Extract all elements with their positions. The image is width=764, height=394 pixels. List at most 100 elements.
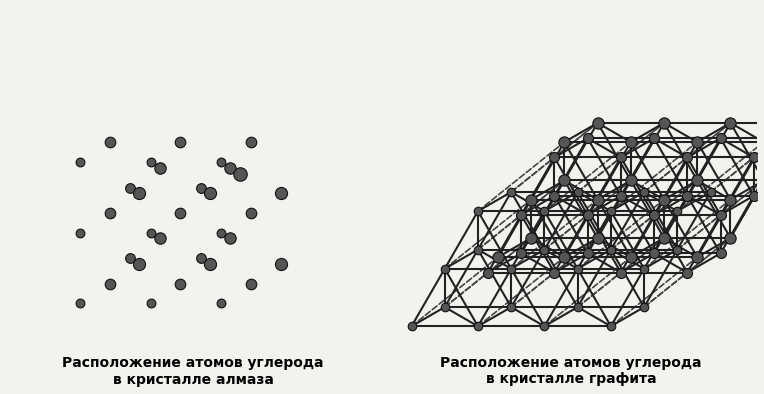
Point: [625, 254, 637, 260]
Point: [658, 120, 670, 126]
Point: [104, 210, 116, 216]
Point: [515, 250, 527, 256]
Point: [505, 266, 517, 272]
Point: [104, 139, 116, 146]
Point: [571, 266, 584, 272]
Point: [648, 135, 660, 141]
Point: [605, 323, 617, 329]
Point: [558, 139, 571, 145]
Point: [549, 154, 561, 161]
Point: [615, 154, 627, 161]
Point: [505, 189, 517, 195]
Point: [144, 230, 157, 236]
Point: [482, 269, 494, 276]
Point: [215, 159, 228, 165]
Point: [174, 139, 186, 146]
Point: [605, 246, 617, 253]
Point: [549, 193, 561, 199]
Point: [591, 120, 604, 126]
Point: [625, 139, 637, 145]
Point: [539, 323, 551, 329]
Point: [225, 165, 237, 171]
Point: [525, 197, 537, 203]
Point: [681, 154, 694, 161]
Point: [658, 197, 670, 203]
Point: [133, 190, 145, 197]
Point: [505, 304, 517, 310]
Point: [672, 208, 684, 214]
Point: [154, 235, 166, 242]
Point: [124, 255, 136, 261]
Point: [215, 300, 228, 307]
Point: [758, 139, 764, 145]
Point: [748, 154, 760, 161]
Point: [758, 177, 764, 184]
Point: [195, 184, 207, 191]
Point: [144, 300, 157, 307]
Point: [539, 246, 551, 253]
Point: [571, 304, 584, 310]
Point: [439, 304, 451, 310]
Point: [638, 189, 650, 195]
Point: [571, 189, 584, 195]
Point: [144, 159, 157, 165]
Point: [274, 190, 286, 197]
Point: [104, 281, 116, 287]
Point: [724, 197, 736, 203]
Point: [581, 135, 594, 141]
Point: [439, 266, 451, 272]
Point: [714, 135, 727, 141]
Point: [244, 281, 257, 287]
Point: [472, 208, 484, 214]
Point: [274, 261, 286, 267]
Point: [648, 250, 660, 256]
Point: [234, 170, 246, 177]
Point: [581, 212, 594, 218]
Text: Расположение атомов углерода
в кристалле алмаза: Расположение атомов углерода в кристалле…: [62, 356, 324, 387]
Point: [154, 165, 166, 171]
Point: [691, 254, 704, 260]
Point: [615, 193, 627, 199]
Point: [681, 269, 694, 276]
Point: [638, 304, 650, 310]
Point: [74, 300, 86, 307]
Point: [704, 189, 717, 195]
Point: [472, 323, 484, 329]
Point: [625, 177, 637, 184]
Point: [638, 266, 650, 272]
Point: [472, 246, 484, 253]
Point: [658, 235, 670, 241]
Point: [558, 177, 571, 184]
Point: [525, 235, 537, 241]
Text: Расположение атомов углерода
в кристалле графита: Расположение атомов углерода в кристалле…: [440, 356, 702, 386]
Point: [605, 208, 617, 214]
Point: [492, 254, 504, 260]
Point: [549, 269, 561, 276]
Point: [133, 261, 145, 267]
Point: [244, 139, 257, 146]
Point: [74, 159, 86, 165]
Point: [681, 193, 694, 199]
Point: [174, 210, 186, 216]
Point: [591, 197, 604, 203]
Point: [225, 235, 237, 242]
Point: [204, 261, 216, 267]
Point: [215, 230, 228, 236]
Point: [244, 210, 257, 216]
Point: [648, 212, 660, 218]
Point: [539, 208, 551, 214]
Point: [581, 250, 594, 256]
Point: [748, 193, 760, 199]
Point: [195, 255, 207, 261]
Point: [672, 246, 684, 253]
Point: [714, 250, 727, 256]
Point: [174, 281, 186, 287]
Point: [124, 184, 136, 191]
Point: [74, 230, 86, 236]
Point: [558, 254, 571, 260]
Point: [515, 212, 527, 218]
Point: [591, 235, 604, 241]
Point: [204, 190, 216, 197]
Point: [714, 212, 727, 218]
Point: [691, 139, 704, 145]
